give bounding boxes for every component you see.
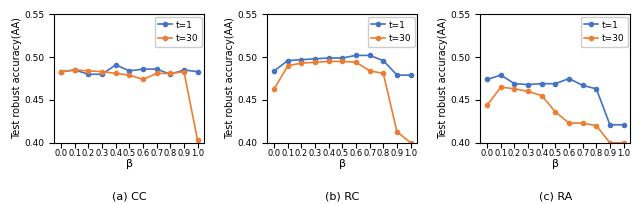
t=1 <box>606 124 614 126</box>
Line: t=30: t=30 <box>272 59 413 145</box>
Line: t=1: t=1 <box>272 53 413 77</box>
t=1 <box>194 70 202 73</box>
t=30 <box>139 78 147 81</box>
t=30 <box>366 70 374 72</box>
Text: (a) CC: (a) CC <box>112 192 147 202</box>
t=30 <box>270 88 278 90</box>
t=1 <box>112 64 120 66</box>
t=30 <box>166 72 174 75</box>
t=1 <box>483 78 491 81</box>
t=30 <box>565 122 573 124</box>
t=30 <box>538 94 546 97</box>
t=1 <box>538 82 546 85</box>
t=30 <box>194 139 202 141</box>
t=30 <box>180 70 188 73</box>
t=1 <box>166 73 174 75</box>
Y-axis label: Test robust accuracy(AA): Test robust accuracy(AA) <box>438 18 448 140</box>
Line: t=30: t=30 <box>59 68 200 142</box>
t=30 <box>125 74 133 76</box>
Line: t=1: t=1 <box>59 63 200 76</box>
t=1 <box>270 70 278 72</box>
t=30 <box>620 142 627 144</box>
t=30 <box>284 64 292 67</box>
Text: (b) RC: (b) RC <box>325 192 360 202</box>
t=30 <box>352 61 360 63</box>
Legend: t=1, t=30: t=1, t=30 <box>155 17 202 47</box>
t=1 <box>84 73 92 75</box>
t=1 <box>139 68 147 70</box>
t=1 <box>524 83 532 86</box>
t=30 <box>407 142 415 144</box>
X-axis label: β: β <box>339 160 346 170</box>
Y-axis label: Test robust accuracy(AA): Test robust accuracy(AA) <box>12 18 22 140</box>
t=1 <box>125 70 133 72</box>
t=30 <box>393 130 401 133</box>
t=30 <box>84 70 92 72</box>
t=1 <box>153 68 161 70</box>
t=1 <box>497 74 505 76</box>
t=30 <box>593 124 600 127</box>
t=30 <box>311 61 319 63</box>
t=30 <box>483 104 491 106</box>
X-axis label: β: β <box>126 160 133 170</box>
t=1 <box>393 74 401 76</box>
t=1 <box>180 69 188 71</box>
Text: (c) RA: (c) RA <box>539 192 572 202</box>
t=1 <box>352 54 360 57</box>
t=1 <box>593 88 600 90</box>
t=30 <box>380 72 387 75</box>
t=30 <box>524 90 532 93</box>
t=30 <box>298 62 305 64</box>
t=30 <box>552 111 559 113</box>
t=1 <box>511 82 518 85</box>
t=1 <box>99 73 106 75</box>
t=1 <box>284 59 292 62</box>
t=30 <box>339 60 346 63</box>
t=1 <box>339 57 346 59</box>
t=30 <box>579 122 586 124</box>
Legend: t=1, t=30: t=1, t=30 <box>368 17 415 47</box>
X-axis label: β: β <box>552 160 559 170</box>
t=1 <box>620 124 627 126</box>
t=30 <box>153 72 161 75</box>
t=1 <box>298 59 305 61</box>
t=1 <box>407 74 415 76</box>
t=1 <box>565 77 573 80</box>
Y-axis label: Test robust accuracy(AA): Test robust accuracy(AA) <box>225 18 235 140</box>
t=30 <box>99 70 106 73</box>
t=30 <box>325 60 333 63</box>
t=30 <box>71 69 79 71</box>
t=30 <box>497 86 505 88</box>
Line: t=1: t=1 <box>485 73 626 127</box>
t=1 <box>579 84 586 87</box>
t=30 <box>606 142 614 144</box>
t=1 <box>325 57 333 59</box>
t=1 <box>380 59 387 62</box>
t=1 <box>366 54 374 57</box>
t=1 <box>58 70 65 73</box>
Legend: t=1, t=30: t=1, t=30 <box>580 17 628 47</box>
t=30 <box>511 88 518 90</box>
t=1 <box>552 82 559 85</box>
Line: t=30: t=30 <box>485 85 626 145</box>
t=1 <box>71 69 79 71</box>
t=1 <box>311 58 319 60</box>
t=30 <box>112 72 120 75</box>
t=30 <box>58 70 65 73</box>
